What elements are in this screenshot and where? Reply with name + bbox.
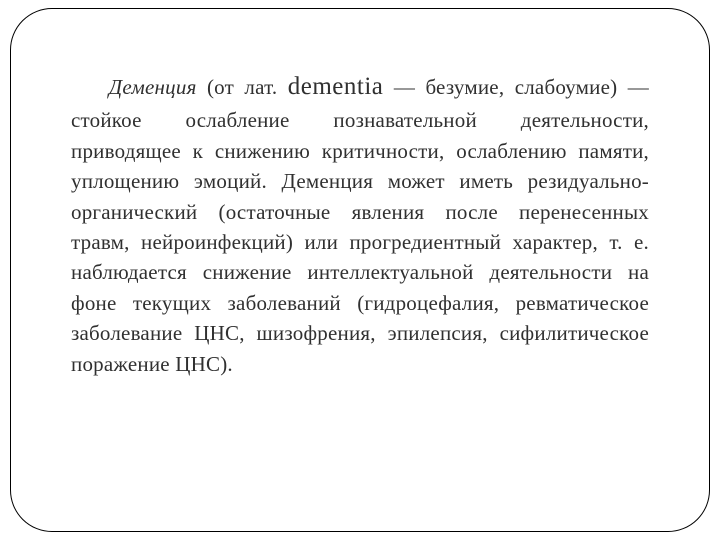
pre-latin-text: (от лат. <box>197 75 288 99</box>
body-text: — безумие, слабоумие) — стойкое ослаблен… <box>71 75 649 376</box>
rounded-frame: Деменция (от лат. dementia — безумие, сл… <box>10 8 710 532</box>
term-italic: Деменция <box>109 75 197 99</box>
definition-paragraph: Деменция (от лат. dementia — безумие, сл… <box>71 69 649 379</box>
latin-term: dementia <box>288 73 384 100</box>
